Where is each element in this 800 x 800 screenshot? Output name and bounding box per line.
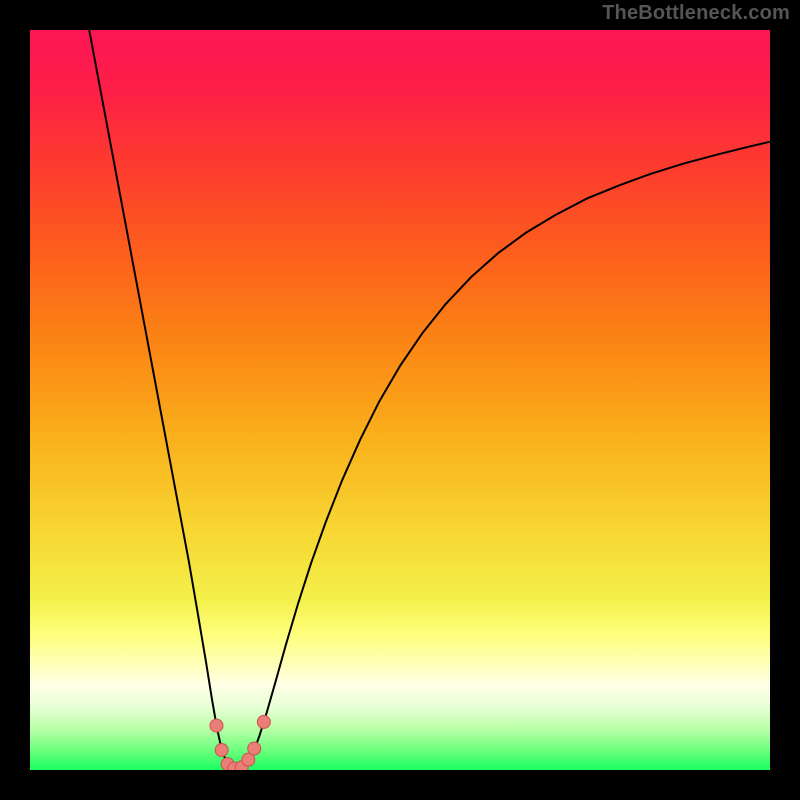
chart-background [30, 30, 770, 770]
curve-marker [248, 742, 261, 755]
curve-marker [215, 744, 228, 757]
chart-frame: TheBottleneck.com [0, 0, 800, 800]
curve-marker [257, 715, 270, 728]
curve-marker [210, 719, 223, 732]
watermark-text: TheBottleneck.com [602, 2, 790, 25]
bottleneck-curve-chart [30, 30, 770, 770]
